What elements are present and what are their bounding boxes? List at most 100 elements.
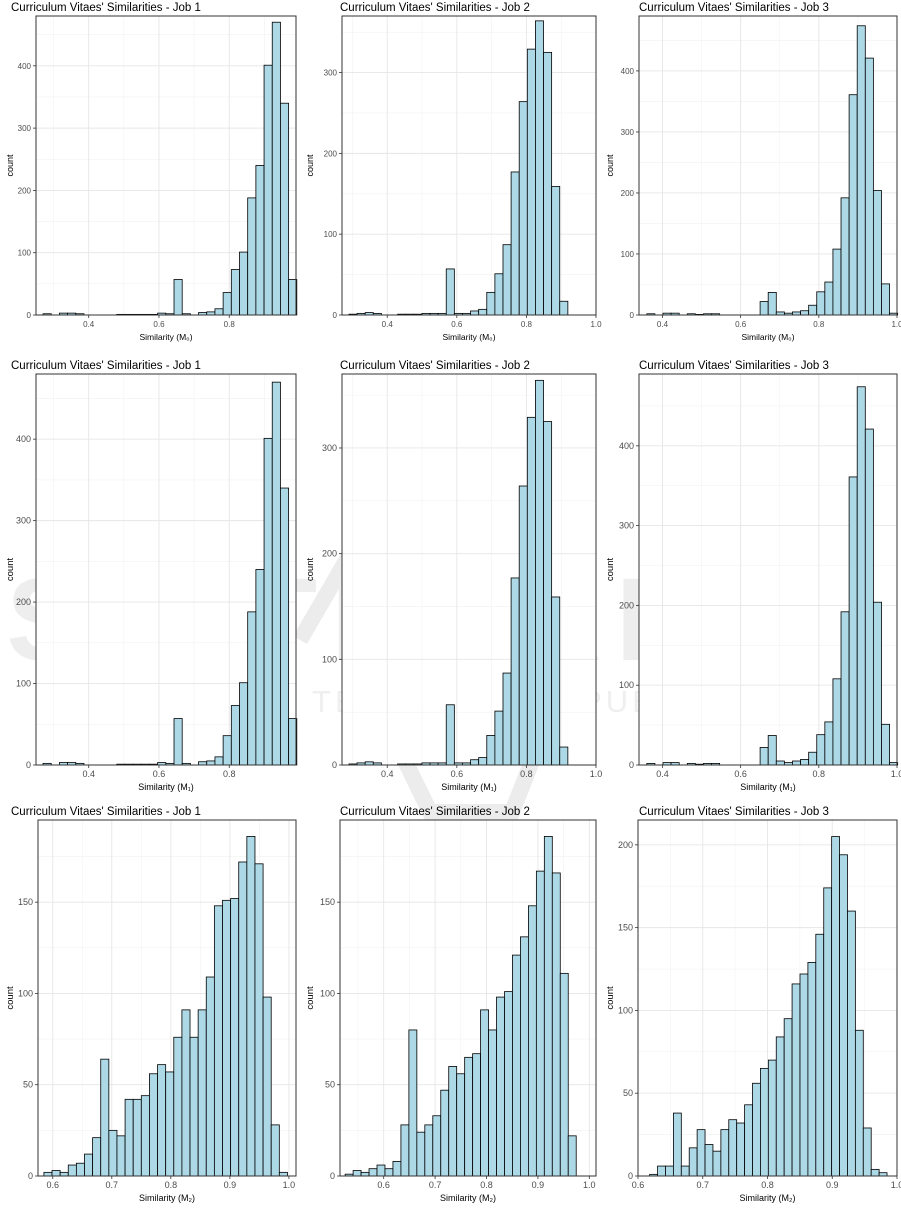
histogram-bar [824,281,834,316]
histogram-bar [767,735,777,766]
histogram-bar [254,863,264,1177]
y-tick-label: 100 [618,1005,633,1015]
histogram-bar [816,734,826,766]
y-tick-label: 200 [324,149,338,158]
histogram-bar [672,1112,682,1177]
histogram-bar [808,304,818,316]
y-tick-label: 0 [26,760,31,770]
y-tick-label: 100 [320,988,335,998]
histogram-bar [214,756,224,766]
histogram-bar [848,94,858,316]
x-tick-label: 0.6 [153,320,165,329]
histogram-bar [535,379,544,766]
y-tick-label: 400 [621,67,635,76]
y-tick-label: 0 [27,311,32,320]
histogram-bar [728,1119,738,1177]
histogram-bar [470,759,480,766]
y-tick-label: 200 [18,186,32,195]
x-tick-label: 0.9 [224,1180,237,1190]
histogram-bar [543,421,553,766]
y-axis-label: count [305,986,316,1010]
histogram-bar [448,1066,458,1177]
y-tick-label: 200 [322,549,337,559]
y-tick-label: 300 [324,69,338,78]
plot-border [35,15,297,316]
histogram-bar [205,976,215,1177]
x-axis-label: Similarity (M₂) [740,1193,796,1203]
x-tick-label: 0.9 [826,1180,839,1190]
x-tick-label: 0.4 [656,769,669,779]
plot-border [35,373,297,766]
histogram-bar [280,102,290,316]
x-tick-label: 1.0 [283,1180,296,1190]
y-tick-label: 150 [320,897,335,907]
histogram-bar [278,1171,288,1177]
x-tick-label: 0.6 [734,769,747,779]
histogram-bar [767,292,777,316]
chart-title: Curriculum Vitaes' Similarities - Job 2 [340,2,530,14]
histogram-bar [559,300,569,316]
histogram-bar [665,1165,674,1177]
x-tick-label: 1.0 [583,1180,596,1190]
histogram-bar [567,1135,577,1177]
histogram-bar [263,437,273,766]
x-tick-label: 0.8 [165,1180,178,1190]
y-tick-label: 100 [322,654,337,664]
x-tick-label: 0.6 [451,320,463,329]
histogram-bar [528,905,537,1177]
histogram-bar [189,1036,199,1177]
histogram-bar [680,1165,690,1177]
y-tick-label: 100 [324,230,338,239]
histogram-bar [100,1058,110,1177]
x-axis-label: Similarity (M₀) [741,332,794,342]
histogram-chart-3: 0 100 200 300 400 0.4 0.6 0.8 1.0 Similarity (M₀)… [605,2,901,342]
histogram-bar [736,1122,746,1177]
y-axis-label: count [305,154,315,177]
y-axis-label: count [5,986,16,1010]
x-tick-label: 0.6 [632,1180,645,1190]
histogram-bar [494,273,504,316]
histogram-bar [512,954,521,1177]
chart-title: Curriculum Vitaes' Similarities - Job 1 [11,360,201,372]
histogram-bar [535,870,545,1177]
x-tick-label: 1.0 [590,320,602,329]
histogram-bar [149,1073,158,1177]
histogram-bar [408,1029,418,1177]
histogram-bar [486,735,496,766]
y-tick-label: 0 [332,760,337,770]
histogram-bar [478,757,488,766]
histogram-bar [456,1073,466,1177]
histogram-bar [247,197,257,316]
histogram-bar [759,301,769,316]
histogram-bar [510,171,520,316]
histogram-bar [440,1089,450,1177]
y-tick-label: 50 [23,1080,33,1090]
histogram-chart-2: 0 100 200 300 0.4 0.6 0.8 1.0 Similarity (M₀) cou… [305,2,602,342]
y-tick-label: 150 [618,923,633,933]
histogram-bar [116,1135,126,1177]
y-tick-label: 400 [18,62,32,71]
histogram-bar [543,51,553,316]
histogram-bar [124,1098,134,1177]
x-tick-label: 0.7 [696,1180,709,1190]
histogram-bar [502,244,512,316]
histogram-bar [352,1170,362,1177]
x-tick-label: 0.4 [657,320,669,329]
y-tick-label: 200 [618,840,633,850]
x-tick-label: 0.7 [429,1180,442,1190]
histogram-bar [847,910,856,1177]
histogram-bar [870,1168,880,1177]
histogram-bar [808,751,818,766]
histogram-bar [823,887,833,1177]
histogram-bar [230,269,240,316]
histogram-bar [384,1168,394,1177]
y-tick-label: 0 [330,1171,335,1181]
histogram-bar [140,1095,150,1177]
chart-title: Curriculum Vitaes' Similarities - Job 1 [11,2,201,14]
chart-title: Curriculum Vitaes' Similarities - Job 3 [639,806,829,818]
histogram-bar [368,1168,378,1177]
x-tick-label: 0.4 [381,769,394,779]
histogram-bar [400,1124,410,1177]
histogram-chart-7: 0 50 100 150 0.6 0.7 0.8 0.9 1.0 Similarity (M₂) c… [5,806,297,1203]
y-tick-label: 200 [619,600,634,610]
